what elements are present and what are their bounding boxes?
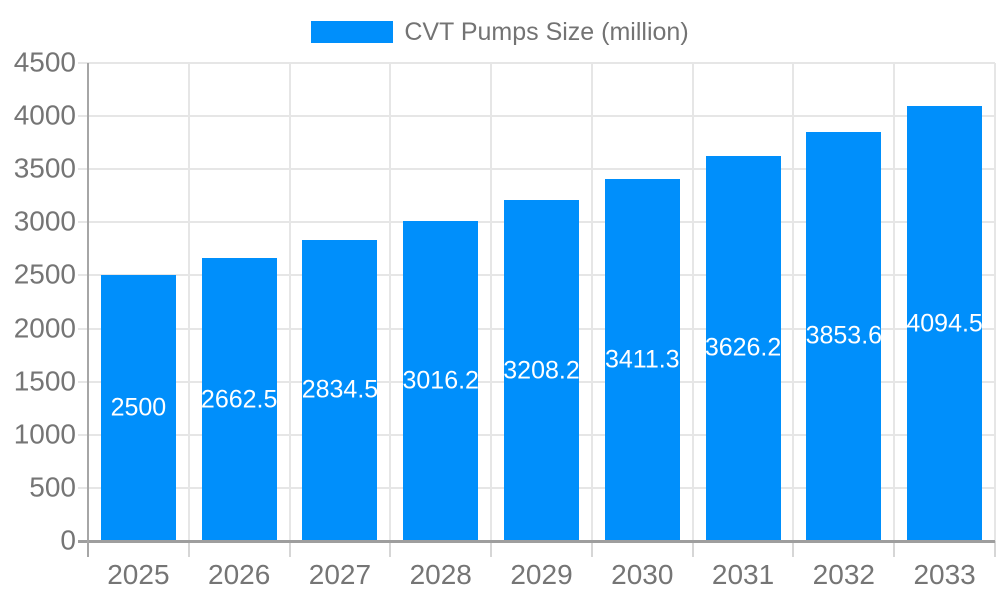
- bar-value-label: 3016.2: [402, 366, 479, 395]
- y-axis-line: [87, 63, 89, 557]
- bar[interactable]: [201, 258, 277, 540]
- x-axis-tick: [288, 541, 291, 557]
- x-gridline: [994, 63, 996, 541]
- y-axis-tick-label: 2500: [13, 258, 76, 290]
- x-axis-tick: [792, 541, 795, 557]
- bar-value-label: 2834.5: [301, 375, 379, 404]
- bar[interactable]: [806, 131, 882, 540]
- x-axis-line: [78, 540, 995, 543]
- x-gridline: [490, 63, 493, 541]
- x-axis-tick-label: 2026: [208, 559, 271, 590]
- legend-label: CVT Pumps Size (million): [404, 17, 689, 46]
- bar[interactable]: [907, 106, 983, 540]
- x-gridline: [590, 63, 593, 541]
- y-gridline: [78, 62, 995, 64]
- chart-legend[interactable]: CVT Pumps Size (million): [0, 18, 1000, 46]
- x-axis-tick: [691, 541, 694, 557]
- bar-value-label: 3411.3: [604, 345, 680, 374]
- bar[interactable]: [705, 155, 781, 540]
- x-axis-tick-label: 2025: [107, 559, 170, 590]
- x-axis-tick: [590, 541, 593, 557]
- x-axis-tick-label: 2033: [913, 559, 976, 590]
- bar-value-label: 2662.5: [200, 385, 278, 414]
- x-gridline: [288, 63, 291, 541]
- y-axis-tick-label: 3500: [13, 152, 76, 184]
- x-axis-tick-label: 2028: [409, 559, 472, 590]
- x-axis-tick: [490, 541, 493, 557]
- x-gridline: [389, 63, 392, 541]
- bar[interactable]: [504, 200, 579, 540]
- x-axis-tick-label: 2030: [611, 559, 674, 590]
- x-gridline: [893, 63, 896, 541]
- y-axis-tick-label: 500: [29, 471, 76, 503]
- bar-value-label: 3853.6: [805, 321, 883, 350]
- y-axis-tick-label: 1500: [13, 365, 76, 397]
- x-axis-tick-label: 2031: [711, 559, 775, 590]
- x-axis-tick: [893, 541, 896, 557]
- x-axis-tick: [994, 541, 996, 557]
- x-axis-tick-label: 2032: [812, 559, 875, 590]
- bar-value-label: 3626.2: [704, 333, 782, 362]
- y-gridline: [78, 168, 995, 171]
- x-gridline: [691, 63, 694, 541]
- bar[interactable]: [100, 275, 176, 540]
- legend-swatch-icon: [311, 21, 394, 43]
- bar-value-label: 2500: [110, 393, 167, 422]
- x-gridline: [187, 63, 190, 541]
- y-axis-tick-label: 1000: [13, 418, 76, 450]
- bar-value-label: 3208.2: [503, 356, 580, 385]
- y-axis-tick-label: 2000: [13, 311, 76, 343]
- x-axis-tick-label: 2027: [308, 559, 372, 590]
- bar-value-label: 4094.5: [906, 309, 983, 338]
- y-axis-tick-label: 4000: [13, 99, 76, 131]
- bar[interactable]: [302, 239, 378, 540]
- y-axis-tick-label: 0: [60, 524, 76, 556]
- x-gridline: [792, 63, 795, 541]
- x-axis-tick-label: 2029: [510, 559, 573, 590]
- x-axis-tick: [187, 541, 190, 557]
- y-axis-tick-label: 3000: [13, 205, 76, 237]
- bar[interactable]: [604, 178, 680, 540]
- y-gridline: [78, 115, 995, 118]
- bar[interactable]: [403, 220, 479, 540]
- x-axis-tick: [389, 541, 392, 557]
- y-axis-tick-label: 4500: [13, 46, 76, 78]
